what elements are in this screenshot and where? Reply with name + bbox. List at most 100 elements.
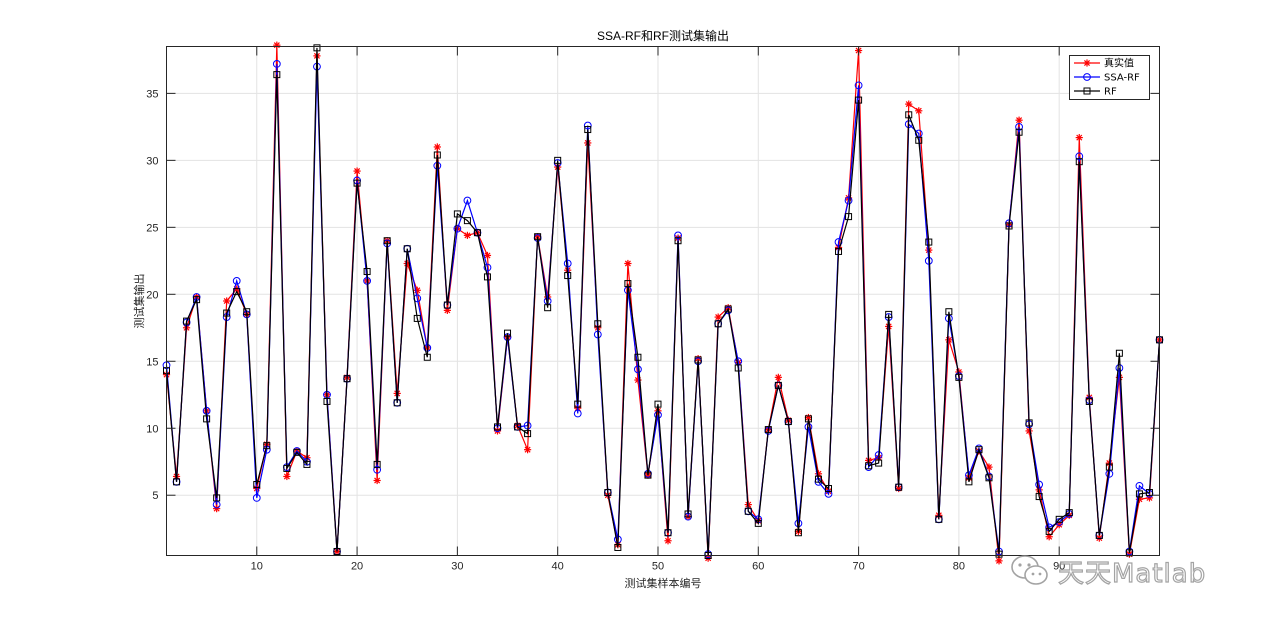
data-point: [303, 460, 311, 468]
data-point: [654, 400, 662, 408]
data-point: [925, 238, 933, 246]
x-axis-label: 测试集样本编号: [625, 576, 702, 590]
x-tick-label: 80: [953, 561, 965, 573]
data-point: [203, 415, 211, 423]
data-point: [844, 196, 853, 205]
x-tick-label: 10: [251, 561, 263, 573]
data-point: [905, 111, 913, 119]
data-point: [243, 308, 251, 316]
data-point: [534, 233, 542, 241]
data-point: [373, 460, 381, 468]
data-point: [504, 329, 512, 337]
data-point: [363, 268, 371, 276]
legend-marker: [1083, 73, 1091, 81]
data-point: [674, 237, 682, 245]
star-stroke: [1056, 521, 1063, 528]
star-stroke: [354, 168, 361, 175]
axis-ticks: 10 20 30 40 50 60 70 80 90 5 10 15 20 25 30 35: [146, 46, 1160, 573]
x-tick-label: 60: [752, 561, 764, 573]
data-point: [814, 475, 822, 483]
data-point: [845, 213, 853, 221]
data-point: [283, 464, 291, 472]
star-stroke: [524, 446, 531, 453]
y-tick-label: 30: [146, 155, 158, 167]
data-point: [463, 196, 472, 205]
data-point: [764, 426, 772, 434]
data-point: [624, 259, 632, 268]
data-point: [373, 465, 382, 474]
data-point: [343, 375, 351, 383]
data-point: [333, 547, 341, 555]
data-point: [854, 81, 863, 90]
data-point: [433, 143, 441, 151]
data-point: [272, 60, 281, 68]
data-point: [313, 44, 321, 52]
data-point: [193, 296, 201, 304]
data-point: [684, 510, 692, 518]
data-point: [875, 459, 883, 467]
data-point: [855, 96, 863, 104]
data-point: [1135, 481, 1144, 490]
data-point: [252, 494, 261, 502]
data-point: [945, 308, 953, 316]
data-point: [1055, 515, 1063, 523]
data-point: [664, 529, 672, 537]
star-stroke: [283, 473, 290, 480]
chart-title: SSA-RF和RF测试集输出: [597, 28, 729, 43]
data-point: [664, 537, 672, 545]
star-stroke: [715, 314, 722, 321]
data-point: [744, 507, 752, 515]
data-point: [1045, 527, 1053, 535]
data-point: [463, 217, 471, 225]
x-tick-label: 70: [852, 561, 864, 573]
legend-label: RF: [1104, 87, 1117, 98]
y-tick-label: 15: [146, 356, 158, 368]
star-stroke: [775, 374, 782, 381]
data-point: [1015, 128, 1023, 136]
data-point: [283, 472, 291, 481]
data-point: [975, 446, 983, 454]
data-point: [754, 519, 762, 527]
star-stroke: [213, 505, 220, 512]
star-stroke: [223, 297, 230, 305]
data-point: [634, 353, 642, 361]
data-point: [463, 231, 472, 239]
data-point: [443, 301, 451, 309]
data-point: [223, 297, 231, 305]
x-tick-label: 50: [652, 561, 664, 573]
star-stroke: [1083, 59, 1091, 67]
data-point: [865, 462, 873, 470]
data-point: [1025, 419, 1033, 427]
watermark: 天天Matlab: [1010, 548, 1245, 594]
legend-marker: [1083, 59, 1091, 67]
data-point: [935, 515, 943, 523]
star-stroke: [995, 557, 1003, 564]
data-point: [774, 373, 782, 381]
star-stroke: [1036, 486, 1043, 493]
data-point: [774, 381, 782, 389]
data-point: [383, 237, 391, 245]
x-tick-label: 90: [1053, 561, 1065, 573]
data-point: [885, 310, 893, 318]
data-point: [574, 400, 582, 408]
data-point: [804, 415, 812, 423]
data-point: [273, 71, 281, 79]
data-point: [483, 273, 491, 281]
data-point: [985, 463, 993, 471]
data-point: [433, 151, 441, 159]
data-point: [494, 423, 501, 431]
data-point: [483, 251, 492, 260]
data-point: [594, 320, 602, 328]
data-point: [945, 336, 953, 344]
data-point: [784, 418, 792, 426]
x-tick-label: 30: [451, 561, 463, 573]
data-point: [473, 229, 481, 237]
data-point: [1115, 349, 1123, 357]
data-point: [453, 224, 462, 233]
data-point: [353, 167, 361, 175]
data-point: [634, 365, 642, 374]
data-point: [353, 179, 361, 187]
data-point: [514, 423, 522, 431]
data-point: [714, 313, 722, 321]
